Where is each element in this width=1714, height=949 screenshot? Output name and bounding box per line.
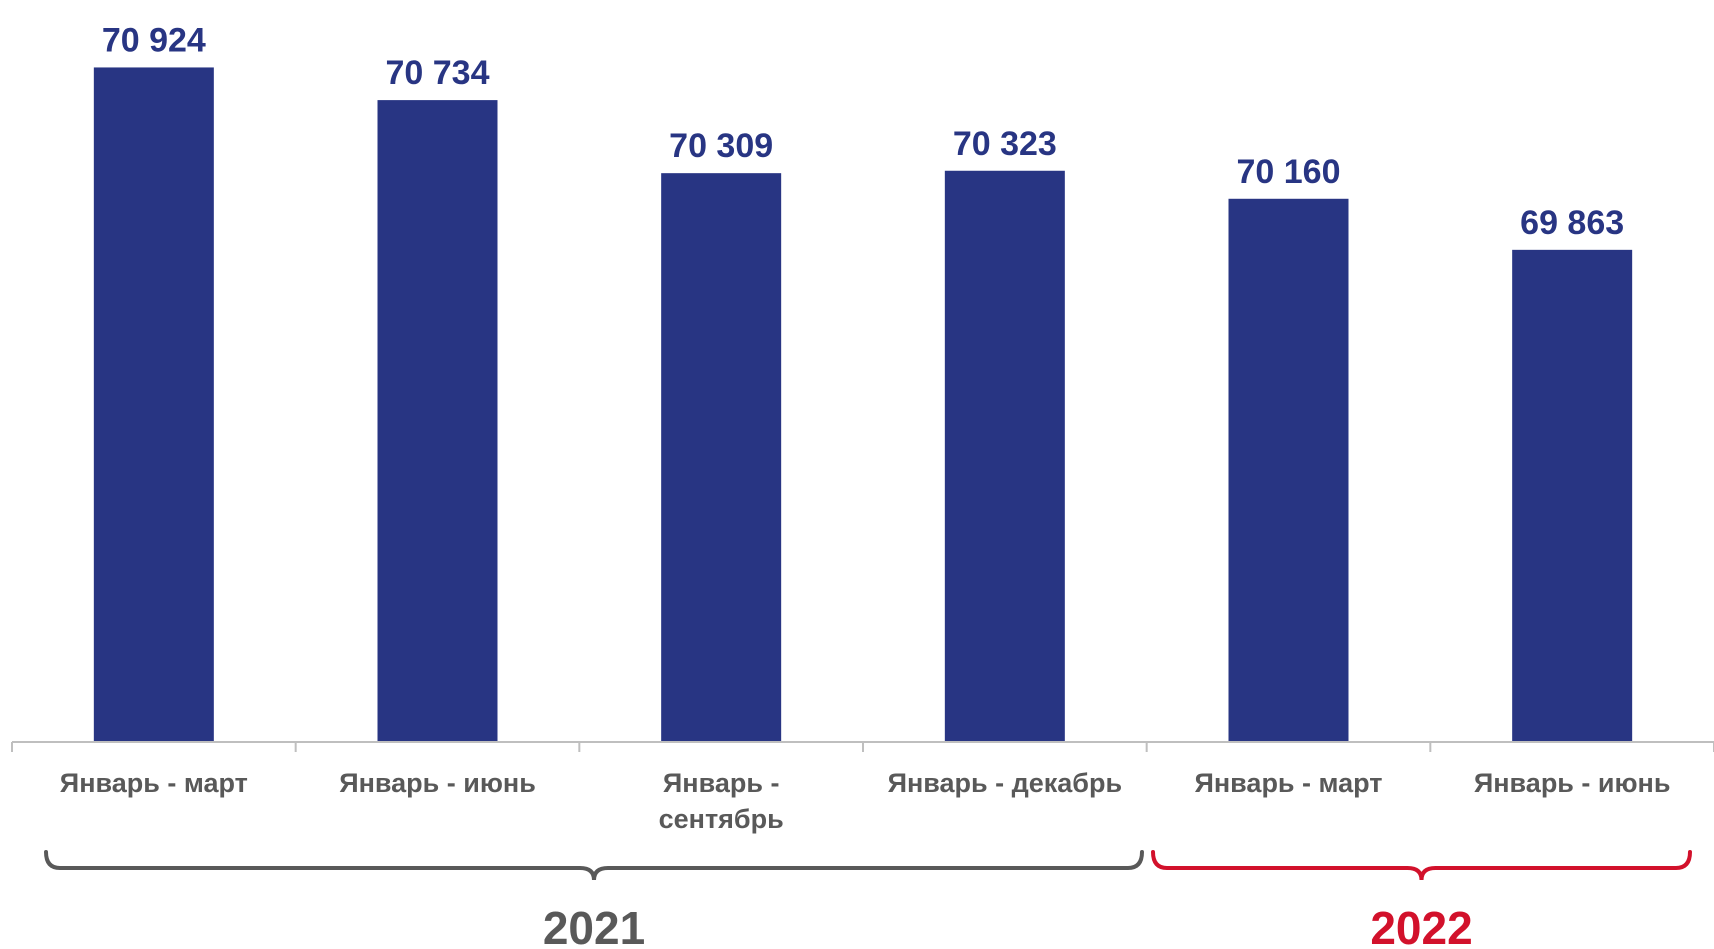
bar-value-label: 70 309 [669, 127, 773, 165]
bar [93, 67, 214, 742]
category-label: Январь - июнь [1474, 768, 1671, 798]
year-label: 2021 [543, 902, 645, 949]
bar [661, 173, 782, 743]
bar [1512, 249, 1633, 742]
labels-layer: 70 924 Январь - март 70 734 Январь - июнь 70… [60, 21, 1671, 834]
bar-value-label: 70 160 [1237, 153, 1341, 191]
bar-value-label: 70 924 [102, 21, 206, 59]
bar-value-label: 70 734 [386, 54, 490, 92]
category-label: Январь - июнь [339, 768, 536, 798]
category-label: Январь - март [1194, 768, 1382, 798]
bar-value-label: 69 863 [1520, 204, 1624, 242]
year-brace [44, 850, 1144, 881]
category-label: Январь - [663, 768, 780, 798]
bar-value-label: 70 323 [953, 125, 1057, 163]
year-groups: 2021 2022 [44, 850, 1692, 949]
bars-layer [93, 67, 1633, 743]
year-brace [1151, 850, 1692, 881]
category-label: Январь - март [60, 768, 248, 798]
bar [377, 100, 498, 743]
bar [944, 170, 1065, 742]
category-label: Январь - декабрь [888, 768, 1123, 798]
bar [1228, 198, 1349, 742]
category-label: сентябрь [659, 804, 784, 834]
x-axis [11, 741, 1714, 752]
year-label: 2022 [1370, 902, 1472, 949]
